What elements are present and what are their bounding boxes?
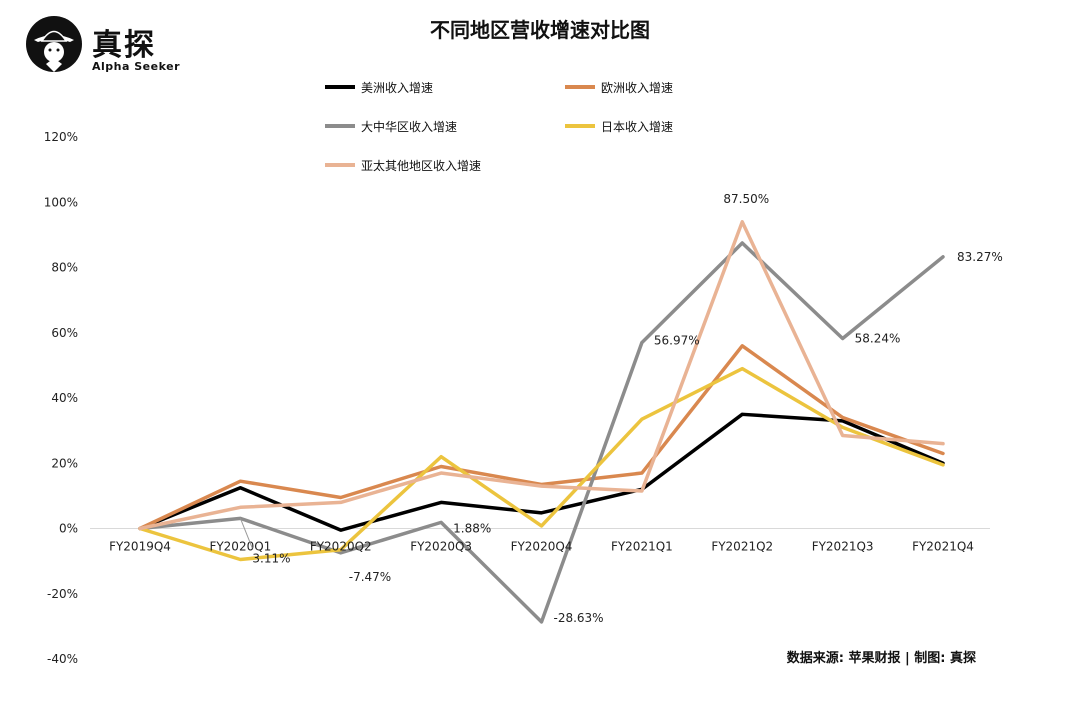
y-tick-label: 0% bbox=[59, 522, 78, 536]
x-tick-label: FY2020Q2 bbox=[310, 540, 372, 554]
series-line-2 bbox=[138, 241, 945, 624]
brand-logo: 真探 Alpha Seeker bbox=[24, 14, 194, 76]
y-tick-label: -20% bbox=[47, 587, 78, 601]
legend-item: 日本收入增速 bbox=[565, 116, 673, 136]
legend-swatch bbox=[325, 124, 355, 128]
y-tick-label: 40% bbox=[51, 391, 78, 405]
legend-swatch bbox=[565, 85, 595, 89]
data-label: 83.27% bbox=[957, 250, 1003, 264]
series-line-3 bbox=[138, 366, 945, 562]
source-note: 数据来源: 苹果财报 | 制图: 真探 bbox=[786, 651, 976, 666]
x-tick-label: FY2020Q4 bbox=[511, 540, 573, 554]
data-label: 58.24% bbox=[855, 331, 901, 345]
data-label: 3.11% bbox=[252, 551, 290, 565]
chart-title: 不同地区营收增速对比图 bbox=[430, 18, 650, 42]
brand-subtitle: Alpha Seeker bbox=[92, 60, 180, 73]
legend-item: 美洲收入增速 bbox=[325, 77, 433, 97]
x-tick-label: FY2021Q1 bbox=[611, 540, 673, 554]
data-label: -28.63% bbox=[554, 611, 604, 625]
brand-name: 真探 bbox=[92, 28, 156, 63]
series-line-0 bbox=[138, 412, 945, 532]
legend-label: 美洲收入增速 bbox=[361, 80, 434, 95]
x-tick-label: FY2021Q3 bbox=[812, 540, 874, 554]
legend-swatch bbox=[325, 163, 355, 167]
legend-label: 日本收入增速 bbox=[601, 119, 674, 134]
data-label: 56.97% bbox=[654, 334, 700, 348]
legend-item: 大中华区收入增速 bbox=[325, 116, 457, 136]
y-tick-label: 80% bbox=[51, 261, 78, 275]
annotation-leader bbox=[239, 518, 253, 549]
x-tick-label: FY2020Q3 bbox=[410, 540, 472, 554]
legend-label: 欧洲收入增速 bbox=[601, 80, 674, 95]
x-tick-label: FY2021Q2 bbox=[711, 540, 773, 554]
legend-label: 亚太其他地区收入增速 bbox=[361, 158, 482, 173]
legend-item: 欧洲收入增速 bbox=[565, 77, 673, 97]
data-label: 1.88% bbox=[453, 521, 491, 535]
series-line-4 bbox=[138, 220, 945, 531]
x-tick-label: FY2020Q1 bbox=[209, 540, 271, 554]
data-label: -7.47% bbox=[349, 570, 391, 584]
y-tick-label: -40% bbox=[47, 652, 78, 666]
legend-swatch bbox=[565, 124, 595, 128]
detective-logo-icon bbox=[26, 16, 82, 72]
x-tick-label: FY2019Q4 bbox=[109, 540, 171, 554]
data-label: 87.50% bbox=[723, 192, 769, 206]
y-tick-label: 100% bbox=[44, 195, 78, 209]
y-tick-label: 20% bbox=[51, 456, 78, 470]
series-line-1 bbox=[138, 344, 945, 531]
legend-label: 大中华区收入增速 bbox=[361, 119, 458, 134]
y-tick-label: 120% bbox=[44, 130, 78, 144]
legend-swatch bbox=[325, 85, 355, 89]
x-tick-label: FY2021Q4 bbox=[912, 540, 974, 554]
y-tick-label: 60% bbox=[51, 326, 78, 340]
legend-item: 亚太其他地区收入增速 bbox=[325, 155, 481, 175]
